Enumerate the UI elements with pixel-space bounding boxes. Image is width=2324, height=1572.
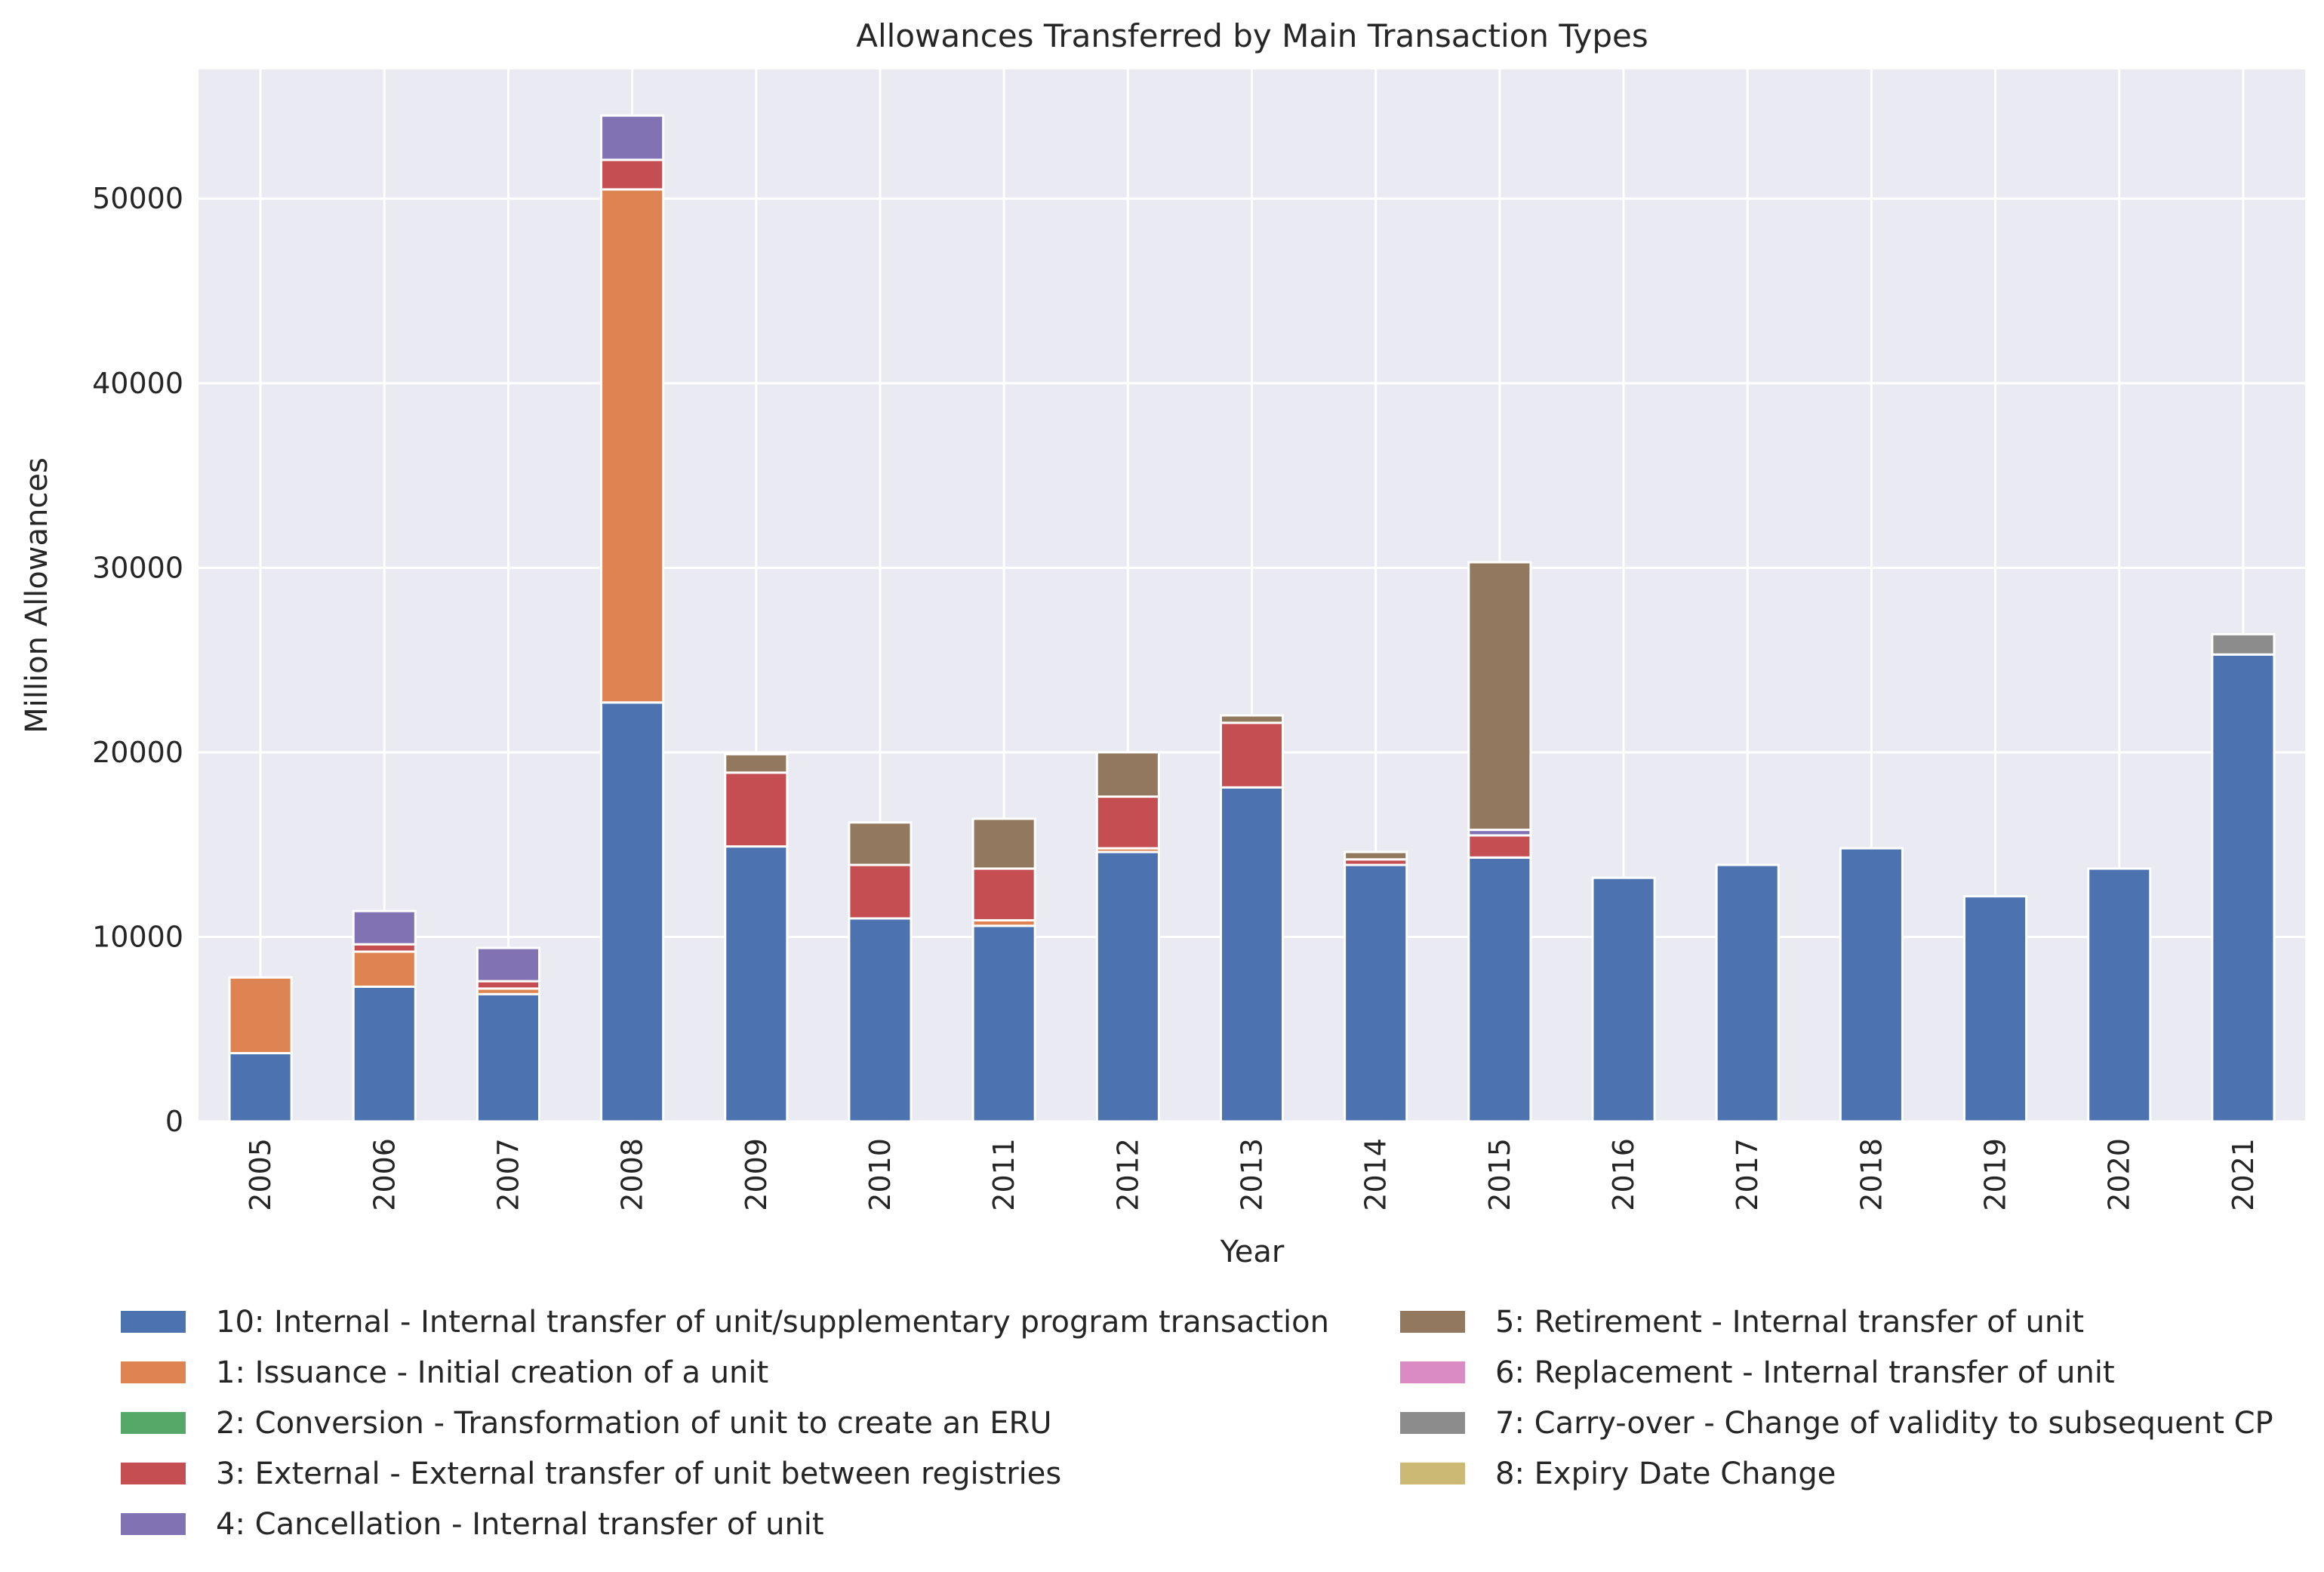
y-tick-label: 20000 <box>92 736 183 769</box>
x-tick-label: 2012 <box>1111 1138 1144 1211</box>
chart-title: Allowances Transferred by Main Transacti… <box>856 17 1648 54</box>
bar-segment <box>1095 851 1160 1123</box>
bar-segment <box>848 917 913 1123</box>
legend-label: 5: Retirement - Internal transfer of uni… <box>1495 1304 2085 1340</box>
bar-segment <box>1219 721 1285 789</box>
legend-item: 4: Cancellation - Internal transfer of u… <box>121 1499 1329 1549</box>
x-tick-label: 2017 <box>1731 1138 1764 1211</box>
legend-column-1: 10: Internal - Internal transfer of unit… <box>121 1297 1329 1549</box>
bar-segment <box>1467 561 1532 832</box>
bar-segment <box>724 752 789 774</box>
legend-label: 2: Conversion - Transformation of unit t… <box>216 1405 1052 1441</box>
legend-item: 7: Carry-over - Change of validity to su… <box>1400 1398 2273 1448</box>
bar-segment <box>476 946 540 983</box>
y-tick-label: 40000 <box>92 367 183 400</box>
x-tick-label: 2010 <box>863 1138 897 1211</box>
y-axis-label: Million Allowances <box>20 457 54 734</box>
bar-segment <box>600 114 665 162</box>
legend: 10: Internal - Internal transfer of unit… <box>121 1297 2310 1546</box>
x-tick-label: 2009 <box>740 1138 773 1211</box>
x-tick-labels: 2005 2006 2007 2008 2009 2010 2011 2012 2013 2014… <box>244 1138 2260 1211</box>
x-tick-label: 2005 <box>244 1138 277 1211</box>
y-tick-labels: 0 10000 20000 30000 40000 50000 <box>92 182 183 1138</box>
bar-segment <box>600 188 665 704</box>
y-tick-label: 50000 <box>92 182 183 215</box>
legend-item: 6: Replacement - Internal transfer of un… <box>1400 1347 2273 1398</box>
bars <box>228 114 2276 1123</box>
bar-segment <box>1591 876 1656 1123</box>
legend-label: 7: Carry-over - Change of validity to su… <box>1495 1405 2273 1441</box>
bar-segment <box>600 158 665 191</box>
legend-label: 6: Replacement - Internal transfer of un… <box>1495 1355 2115 1390</box>
legend-label: 3: External - External transfer of unit … <box>216 1456 1062 1491</box>
bar-segment <box>352 909 417 946</box>
x-tick-label: 2015 <box>1483 1138 1516 1211</box>
bar-segment <box>2211 653 2276 1123</box>
bar-segment <box>476 992 540 1123</box>
legend-label: 1: Issuance - Initial creation of a unit <box>216 1355 769 1390</box>
bar-segment <box>1715 863 1780 1123</box>
x-tick-label: 2006 <box>368 1138 401 1211</box>
x-tick-label: 2013 <box>1236 1138 1269 1211</box>
x-axis-label: Year <box>1220 1235 1285 1269</box>
legend-item: 5: Retirement - Internal transfer of uni… <box>1400 1297 2273 1347</box>
bar-segment <box>600 701 665 1123</box>
bar-segment <box>1344 863 1408 1123</box>
bar-segment <box>228 1052 293 1123</box>
bar-segment <box>1963 895 2028 1123</box>
bar-segment <box>1839 847 1904 1123</box>
legend-swatch <box>121 1311 186 1333</box>
x-tick-label: 2021 <box>2227 1138 2260 1211</box>
legend-swatch <box>1400 1361 1465 1383</box>
x-tick-label: 2007 <box>491 1138 525 1211</box>
bar-segment <box>724 845 789 1123</box>
legend-item: 2: Conversion - Transformation of unit t… <box>121 1398 1329 1448</box>
bar-segment <box>971 867 1036 921</box>
bar-segment <box>724 771 789 848</box>
legend-swatch <box>1400 1463 1465 1484</box>
legend-swatch <box>121 1361 186 1383</box>
bar-segment <box>848 821 913 866</box>
legend-label: 4: Cancellation - Internal transfer of u… <box>216 1506 824 1542</box>
bar-segment <box>971 817 1036 870</box>
legend-item: 8: Expiry Date Change <box>1400 1448 2273 1499</box>
x-tick-label: 2014 <box>1359 1138 1393 1211</box>
legend-label: 8: Expiry Date Change <box>1495 1456 1836 1491</box>
bar-segment <box>2087 867 2152 1123</box>
bar-segment <box>228 976 293 1055</box>
legend-item: 3: External - External transfer of unit … <box>121 1448 1329 1499</box>
legend-item: 10: Internal - Internal transfer of unit… <box>121 1297 1329 1347</box>
x-tick-label: 2011 <box>987 1138 1020 1211</box>
legend-swatch <box>121 1513 186 1535</box>
legend-swatch <box>121 1463 186 1484</box>
legend-column-2: 5: Retirement - Internal transfer of uni… <box>1400 1297 2273 1499</box>
y-tick-label: 10000 <box>92 920 183 953</box>
bar-segment <box>1095 795 1160 850</box>
legend-item: 1: Issuance - Initial creation of a unit <box>121 1347 1329 1398</box>
bar-segment <box>1467 856 1532 1123</box>
y-tick-label: 0 <box>165 1105 183 1138</box>
legend-label: 10: Internal - Internal transfer of unit… <box>216 1304 1329 1340</box>
bar-segment <box>352 985 417 1123</box>
bar-segment <box>1467 834 1532 859</box>
x-tick-label: 2018 <box>1855 1138 1888 1211</box>
y-tick-label: 30000 <box>92 551 183 584</box>
bar-segment <box>971 924 1036 1123</box>
legend-swatch <box>1400 1311 1465 1333</box>
x-tick-label: 2008 <box>616 1138 649 1211</box>
bar-segment <box>848 863 913 920</box>
bar-segment <box>1219 714 1285 724</box>
bar-segment <box>352 950 417 988</box>
x-tick-label: 2020 <box>2103 1138 2136 1211</box>
bar-segment <box>1219 786 1285 1123</box>
legend-swatch <box>121 1412 186 1434</box>
bar-segment <box>1344 851 1408 861</box>
x-tick-label: 2016 <box>1607 1138 1640 1211</box>
x-tick-label: 2019 <box>1979 1138 2012 1211</box>
legend-swatch <box>1400 1412 1465 1434</box>
bar-segment <box>2211 632 2276 656</box>
bar-segment <box>1095 751 1160 798</box>
